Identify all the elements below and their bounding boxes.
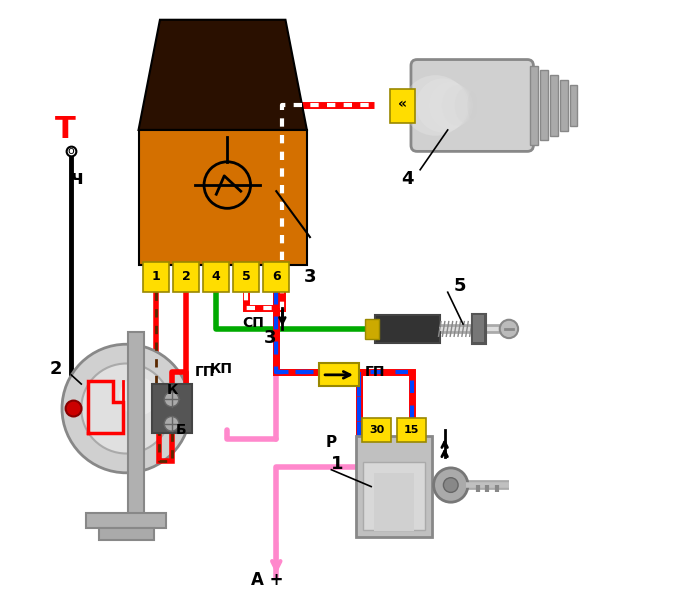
Text: СП: СП — [242, 316, 265, 330]
Ellipse shape — [455, 89, 475, 122]
Text: Р: Р — [326, 435, 337, 450]
Circle shape — [81, 363, 171, 453]
Text: 2: 2 — [182, 271, 190, 284]
Text: 4: 4 — [402, 170, 414, 188]
FancyBboxPatch shape — [143, 261, 169, 292]
Ellipse shape — [442, 85, 473, 126]
Circle shape — [164, 416, 179, 431]
FancyBboxPatch shape — [152, 384, 192, 433]
Circle shape — [500, 320, 518, 338]
Text: 5: 5 — [454, 277, 466, 295]
Circle shape — [433, 468, 468, 502]
Ellipse shape — [468, 92, 477, 119]
Text: «: « — [398, 97, 407, 111]
Text: Т: Т — [55, 116, 76, 145]
Text: 1: 1 — [331, 454, 344, 472]
Ellipse shape — [404, 75, 468, 136]
Text: А +: А + — [251, 571, 284, 589]
FancyBboxPatch shape — [362, 418, 391, 442]
FancyBboxPatch shape — [389, 89, 415, 122]
Text: ГП: ГП — [194, 365, 215, 379]
FancyBboxPatch shape — [411, 60, 533, 151]
Circle shape — [443, 478, 458, 493]
Text: 2: 2 — [50, 360, 62, 378]
Text: 5: 5 — [242, 271, 250, 284]
Text: 30: 30 — [369, 425, 384, 435]
Text: 6: 6 — [272, 271, 281, 284]
FancyBboxPatch shape — [86, 512, 166, 528]
Circle shape — [164, 392, 179, 407]
FancyBboxPatch shape — [397, 418, 427, 442]
Text: Б: Б — [176, 423, 187, 437]
Circle shape — [62, 344, 190, 473]
FancyBboxPatch shape — [234, 261, 259, 292]
Text: ГП: ГП — [365, 365, 385, 379]
FancyBboxPatch shape — [473, 315, 485, 343]
Text: 4: 4 — [212, 271, 221, 284]
FancyBboxPatch shape — [173, 261, 199, 292]
FancyBboxPatch shape — [363, 462, 425, 530]
Text: 15: 15 — [404, 425, 419, 435]
Text: ч: ч — [71, 170, 84, 188]
FancyBboxPatch shape — [99, 528, 154, 540]
FancyBboxPatch shape — [319, 363, 359, 386]
Polygon shape — [138, 20, 307, 130]
Text: 3: 3 — [264, 329, 276, 347]
FancyBboxPatch shape — [128, 332, 144, 515]
Circle shape — [119, 377, 158, 416]
Ellipse shape — [416, 79, 469, 132]
Text: КП: КП — [210, 362, 233, 376]
FancyBboxPatch shape — [365, 319, 379, 339]
FancyBboxPatch shape — [570, 85, 578, 126]
FancyBboxPatch shape — [540, 71, 547, 140]
Text: 3: 3 — [304, 268, 316, 286]
FancyBboxPatch shape — [356, 436, 433, 537]
Text: о: о — [68, 146, 74, 156]
FancyBboxPatch shape — [472, 314, 485, 344]
FancyBboxPatch shape — [550, 75, 558, 136]
Text: К: К — [167, 383, 178, 397]
FancyBboxPatch shape — [263, 261, 289, 292]
Circle shape — [65, 400, 82, 416]
FancyBboxPatch shape — [374, 473, 414, 531]
FancyBboxPatch shape — [531, 66, 538, 145]
Ellipse shape — [429, 82, 471, 129]
FancyBboxPatch shape — [138, 130, 307, 264]
FancyBboxPatch shape — [560, 80, 568, 131]
Text: 1: 1 — [152, 271, 161, 284]
FancyBboxPatch shape — [203, 261, 229, 292]
FancyBboxPatch shape — [375, 315, 440, 343]
